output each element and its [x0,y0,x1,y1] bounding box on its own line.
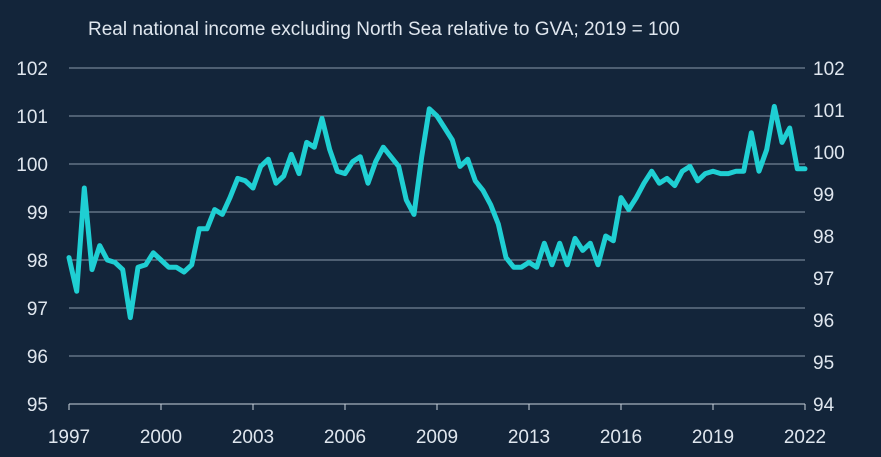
left-y-tick-label: 101 [16,107,48,128]
left-y-tick-labels: 95 96 97 98 99 100 101 102 [16,59,48,416]
right-y-tick-label: 102 [813,59,845,80]
series-group [66,103,808,321]
left-y-tick-label: 100 [16,155,48,176]
series-line [66,103,808,321]
x-tick-label: 2003 [232,427,274,448]
x-tick-label: 2006 [324,427,366,448]
x-tick-label: 2013 [508,427,550,448]
gridlines [69,67,805,357]
right-y-tick-label: 94 [813,395,835,416]
right-y-tick-labels: 94 95 96 97 98 99 100 101 102 [813,59,845,416]
left-y-tick-label: 97 [27,299,48,320]
x-tick-label: 2000 [140,427,182,448]
right-y-tick-label: 97 [813,269,834,290]
x-tick-labels: 1997 2000 2003 2006 2009 2013 2016 2019 2022 [48,427,826,448]
chart-title: Real national income excluding North Sea… [88,19,680,40]
right-y-tick-label: 101 [813,101,845,122]
axes [68,403,806,410]
left-y-tick-label: 102 [16,59,48,80]
left-y-tick-label: 99 [27,203,48,224]
x-tick-label: 2019 [692,427,734,448]
x-tick-label: 2022 [784,427,826,448]
right-y-tick-label: 98 [813,227,834,248]
left-y-tick-label: 95 [27,395,48,416]
right-y-tick-label: 100 [813,143,845,164]
left-y-tick-label: 98 [27,251,48,272]
left-y-tick-label: 96 [27,347,48,368]
right-y-tick-label: 99 [813,185,834,206]
x-tick-label: 2016 [600,427,642,448]
x-tick-label: 2009 [416,427,458,448]
x-tick-label: 1997 [48,427,90,448]
right-y-tick-label: 96 [813,311,834,332]
right-y-tick-label: 95 [813,353,834,374]
